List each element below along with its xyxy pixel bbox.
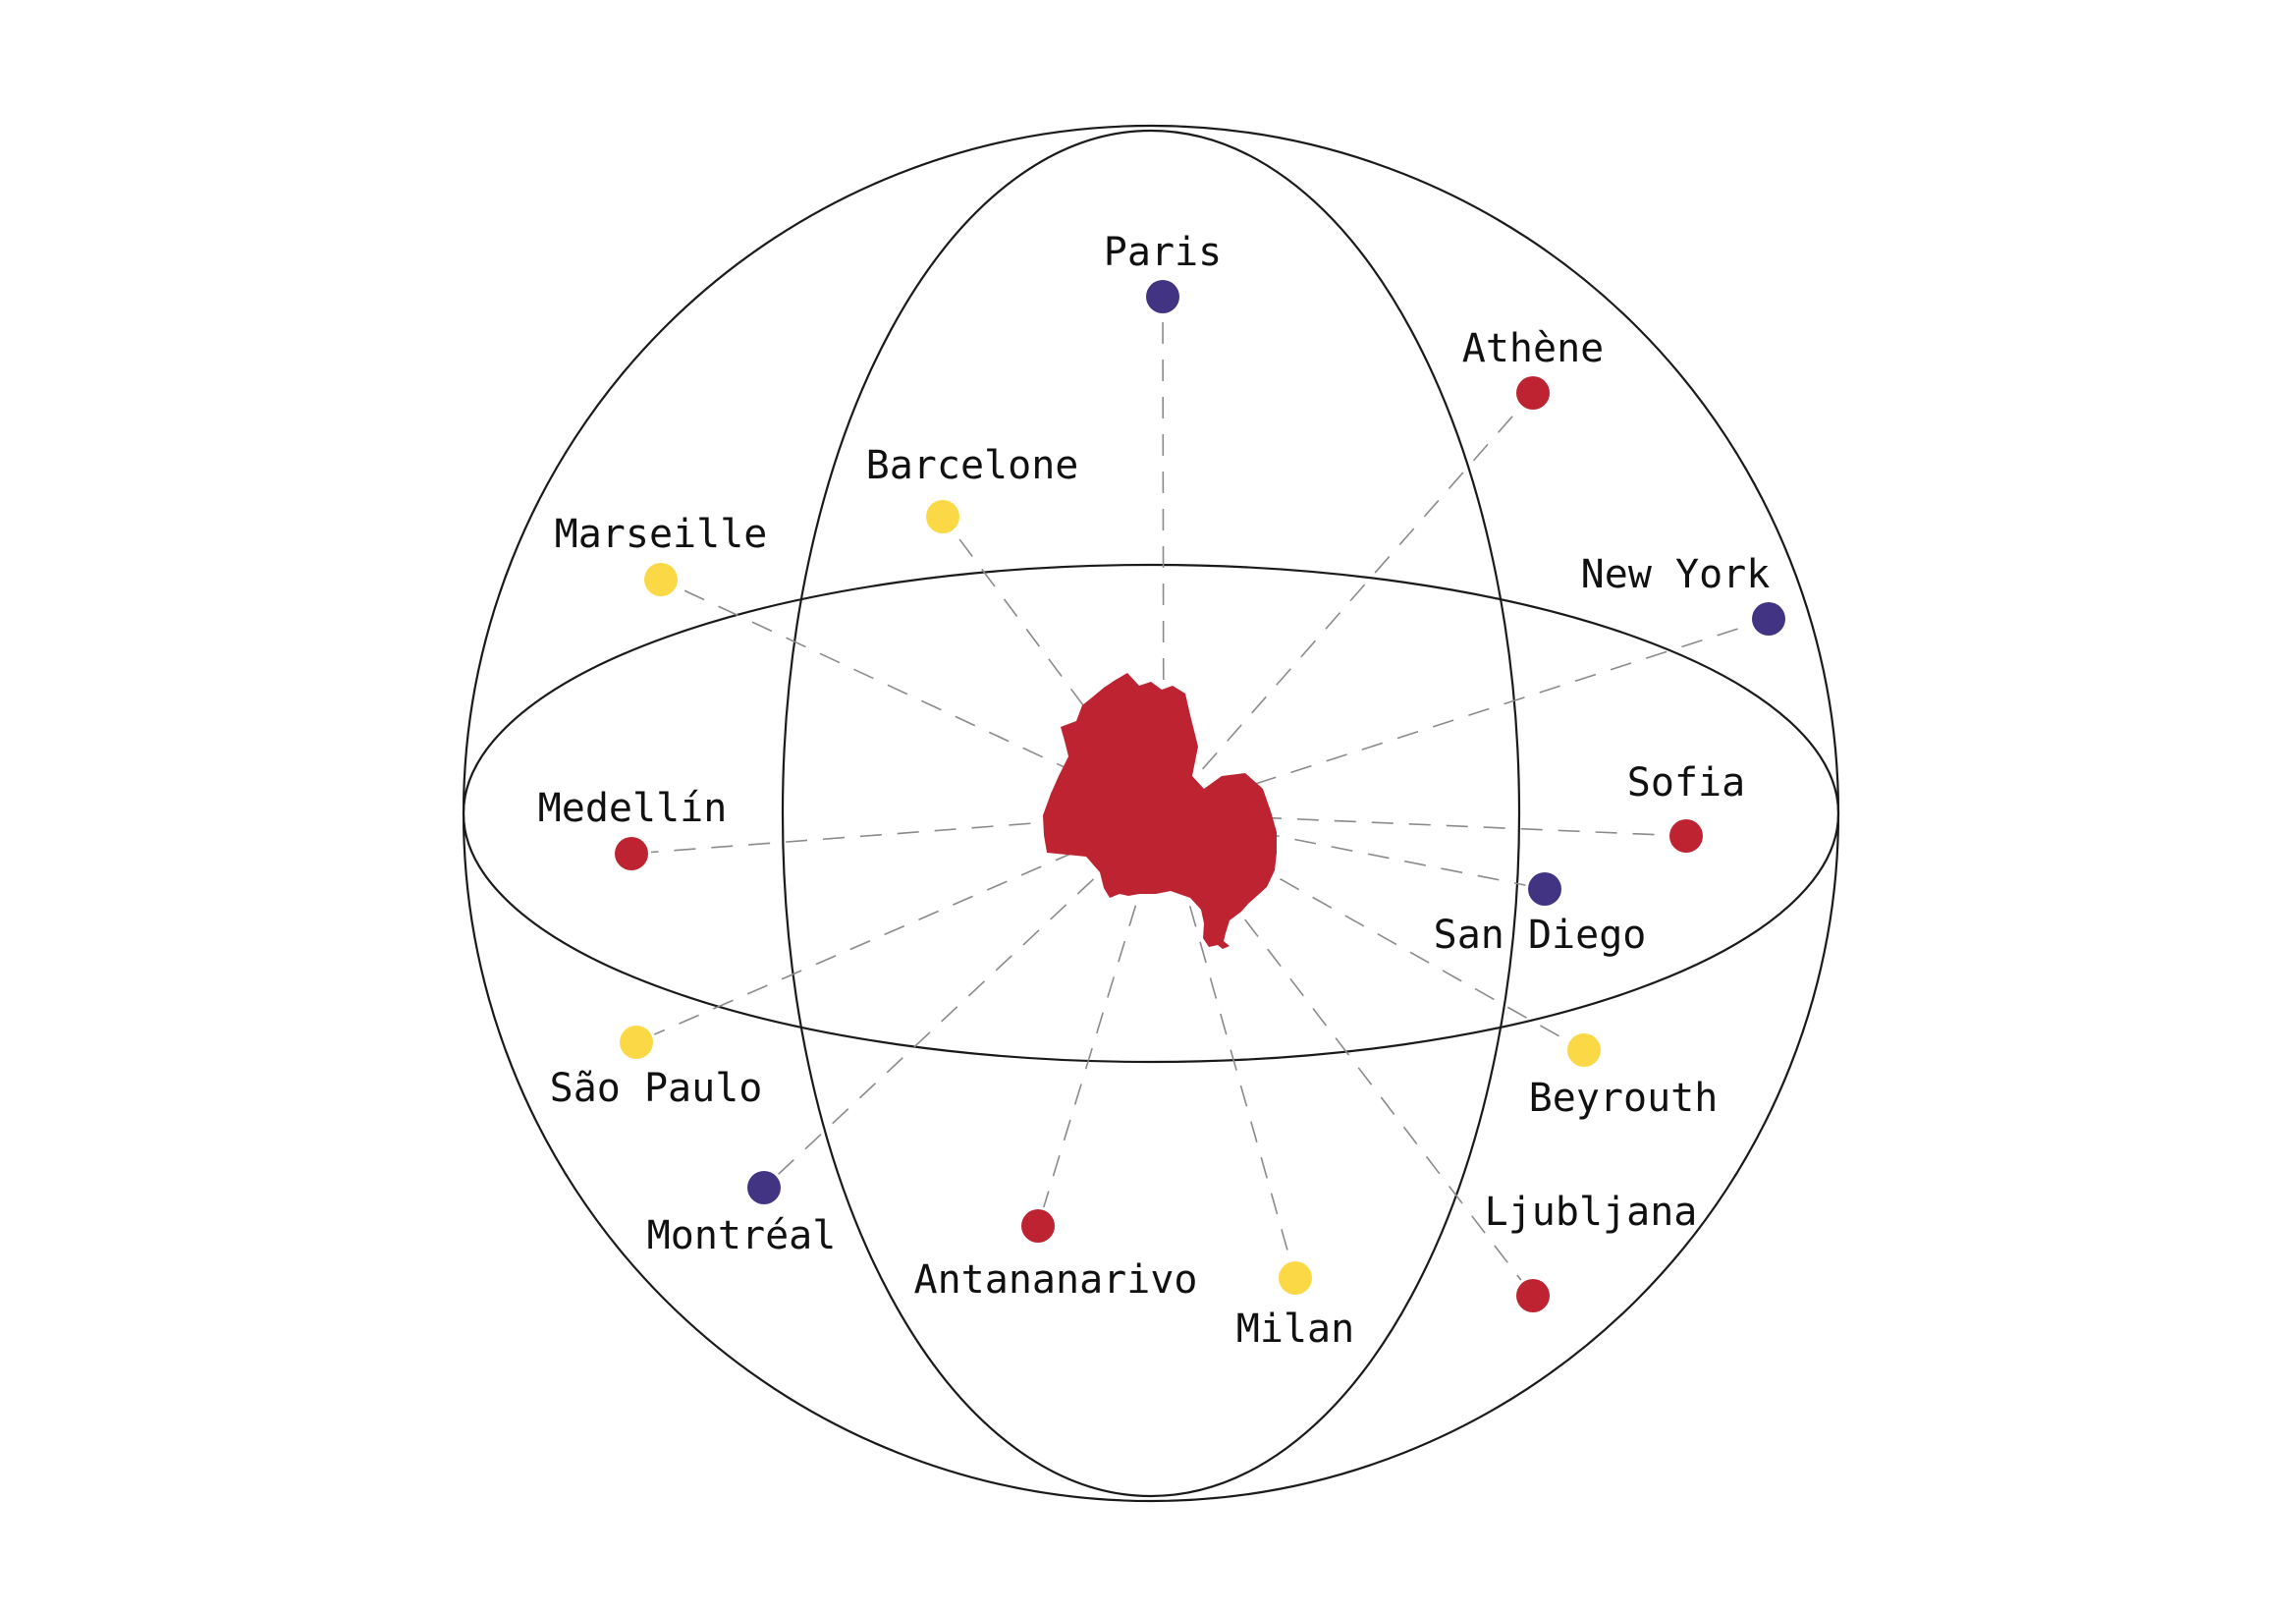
city-label-san-diego: San Diego xyxy=(1434,913,1647,958)
connector-beyrouth xyxy=(1214,841,1567,1041)
city-silhouette xyxy=(1043,673,1277,949)
city-label-paris: Paris xyxy=(1104,230,1222,275)
connector-medellin xyxy=(650,816,1106,854)
city-label-athene: Athène xyxy=(1462,326,1605,371)
city-label-medellin: Medellín xyxy=(538,786,728,831)
city-dot-san-diego xyxy=(1528,872,1561,906)
city-label-antananarivo: Antananarivo xyxy=(914,1257,1198,1303)
city-dot-milan xyxy=(1279,1261,1312,1295)
city-dot-marseille xyxy=(644,563,678,596)
city-dot-antananarivo xyxy=(1021,1209,1055,1243)
city-label-marseille: Marseille xyxy=(555,512,768,557)
connector-ljubljana xyxy=(1198,860,1522,1281)
city-label-milan: Milan xyxy=(1236,1307,1354,1352)
city-label-ljubljana: Ljubljana xyxy=(1485,1190,1698,1235)
city-label-sofia: Sofia xyxy=(1627,760,1745,806)
connector-paris xyxy=(1162,315,1165,755)
city-label-sao-paulo: São Paulo xyxy=(550,1066,763,1111)
connector-marseille xyxy=(678,586,1111,790)
connector-sao-paulo xyxy=(654,836,1111,1035)
city-label-barcelone: Barcelone xyxy=(866,443,1079,488)
connector-lines xyxy=(650,315,1751,1281)
city-markers: Paris Athène Barcelone Marseille New York Med… xyxy=(538,230,1785,1352)
city-dot-paris xyxy=(1146,280,1179,313)
city-dot-montreal xyxy=(747,1171,781,1204)
connector-antananarivo xyxy=(1043,869,1148,1208)
city-dot-barcelone xyxy=(926,500,959,533)
city-dot-sofia xyxy=(1669,819,1703,853)
connector-milan xyxy=(1178,869,1291,1259)
globe-meridian-ellipse xyxy=(781,129,1521,1498)
city-dot-ljubljana xyxy=(1516,1279,1550,1312)
connector-montreal xyxy=(778,853,1121,1175)
connector-sofia xyxy=(1222,814,1667,836)
city-dot-athene xyxy=(1516,376,1550,410)
city-label-new-york: New York xyxy=(1581,552,1771,597)
city-label-beyrouth: Beyrouth xyxy=(1529,1076,1719,1121)
city-dot-new-york xyxy=(1752,602,1785,636)
city-label-montreal: Montréal xyxy=(647,1213,837,1258)
city-dot-medellin xyxy=(615,837,648,870)
globe-wireframe xyxy=(462,124,1840,1503)
globe-equator-ellipse xyxy=(462,563,1840,1064)
connector-athene xyxy=(1201,407,1521,770)
city-dot-beyrouth xyxy=(1567,1033,1601,1067)
city-dot-sao-paulo xyxy=(620,1026,653,1059)
connector-new-york xyxy=(1219,624,1751,797)
